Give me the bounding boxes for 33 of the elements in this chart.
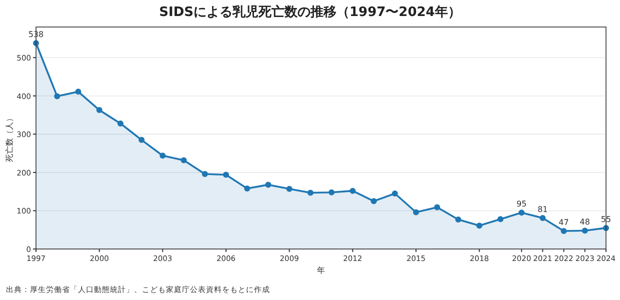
point xyxy=(582,228,588,234)
data-label: 95 xyxy=(516,200,527,209)
point xyxy=(560,228,567,234)
point xyxy=(160,152,166,159)
x-axis-title: 年 xyxy=(317,266,325,275)
point xyxy=(392,190,398,196)
point xyxy=(497,216,504,222)
point xyxy=(518,210,525,216)
data-label: 81 xyxy=(538,204,548,214)
point xyxy=(350,188,356,194)
point xyxy=(180,157,187,164)
point xyxy=(328,189,335,196)
point xyxy=(138,136,145,143)
y-axis-title: 死亡数（人） xyxy=(5,114,14,162)
point xyxy=(434,204,440,210)
point xyxy=(244,186,250,192)
chart-title: SIDSによる乳児死亡数の推移（1997〜2024年） xyxy=(159,4,461,20)
point xyxy=(265,182,272,188)
data-label: 48 xyxy=(580,218,590,227)
point xyxy=(75,88,82,95)
point xyxy=(223,172,229,178)
point xyxy=(96,107,102,114)
point xyxy=(540,214,546,221)
point xyxy=(370,198,377,204)
data-label: 47 xyxy=(558,218,569,228)
point xyxy=(202,170,208,177)
point xyxy=(476,222,482,229)
point xyxy=(307,190,314,196)
point xyxy=(455,216,462,223)
point xyxy=(54,93,60,100)
point xyxy=(117,120,124,126)
point xyxy=(286,186,292,192)
point xyxy=(413,209,419,216)
